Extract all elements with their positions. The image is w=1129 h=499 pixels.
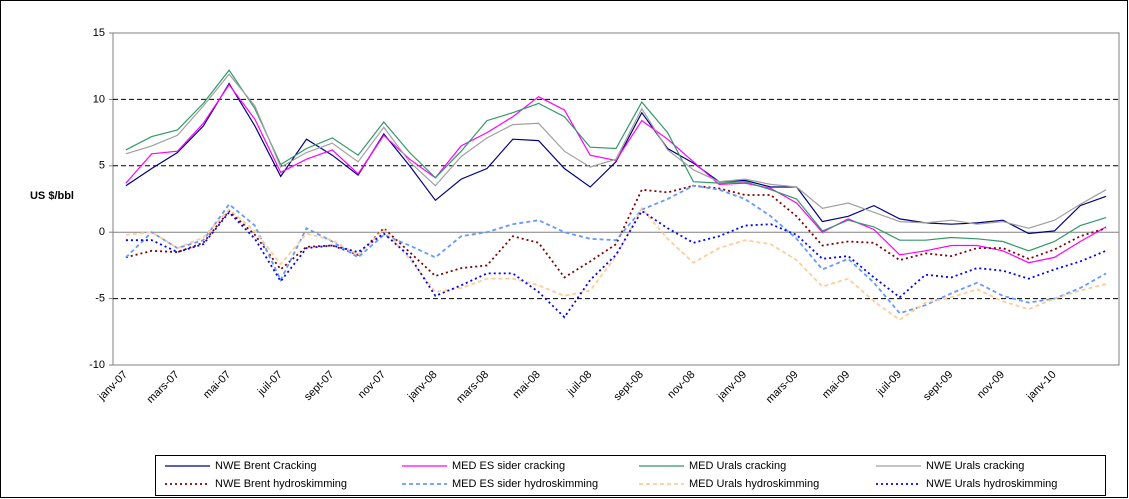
legend <box>155 455 1106 496</box>
series-line <box>125 83 1107 264</box>
legend-label: MED Urals hydroskimming <box>689 478 819 490</box>
legend-label: NWE Urals hydroskimming <box>926 478 1057 490</box>
legend-label: MED ES sider hydroskimming <box>452 478 598 490</box>
y-tick-label: 5 <box>99 160 105 172</box>
legend-label: NWE Urals cracking <box>926 460 1024 472</box>
y-tick-label: 10 <box>93 93 105 105</box>
series-line <box>125 184 1107 315</box>
series-line <box>125 206 1107 321</box>
y-tick-label: -10 <box>89 359 105 371</box>
y-tick-label: -5 <box>95 293 105 305</box>
legend-label: MED Urals cracking <box>689 460 786 472</box>
y-tick-label: 0 <box>99 226 105 238</box>
legend-label: NWE Brent hydroskimming <box>215 478 347 490</box>
y-axis-label: US $/bbl <box>30 190 74 202</box>
series-line <box>125 73 1107 229</box>
legend-label: NWE Brent Cracking <box>215 460 316 472</box>
series-line <box>125 209 1107 319</box>
plot-area <box>112 32 1120 366</box>
legend-label: MED ES sider cracking <box>452 460 565 472</box>
series-line <box>125 69 1107 252</box>
series-line <box>125 184 1107 279</box>
series-line <box>125 82 1107 235</box>
y-tick-label: 15 <box>93 27 105 39</box>
